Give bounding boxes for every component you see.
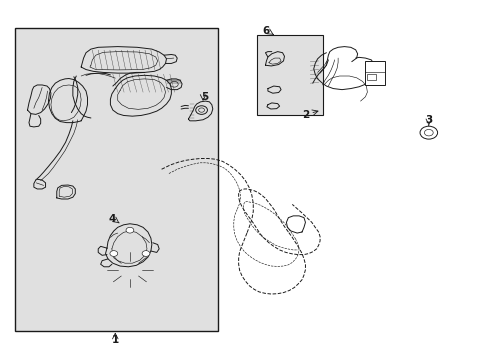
Circle shape [142, 251, 150, 256]
Circle shape [126, 227, 134, 233]
Text: 4: 4 [108, 215, 115, 224]
Text: 1: 1 [111, 334, 119, 345]
Text: 2: 2 [301, 110, 308, 120]
Text: 3: 3 [425, 115, 431, 125]
Bar [15, 28, 217, 330]
Text: 5: 5 [201, 92, 208, 102]
Bar [256, 35, 322, 116]
Circle shape [110, 251, 118, 256]
Bar [366, 74, 375, 80]
Circle shape [419, 126, 437, 139]
Text: 6: 6 [262, 26, 269, 36]
Bar [365, 60, 384, 85]
